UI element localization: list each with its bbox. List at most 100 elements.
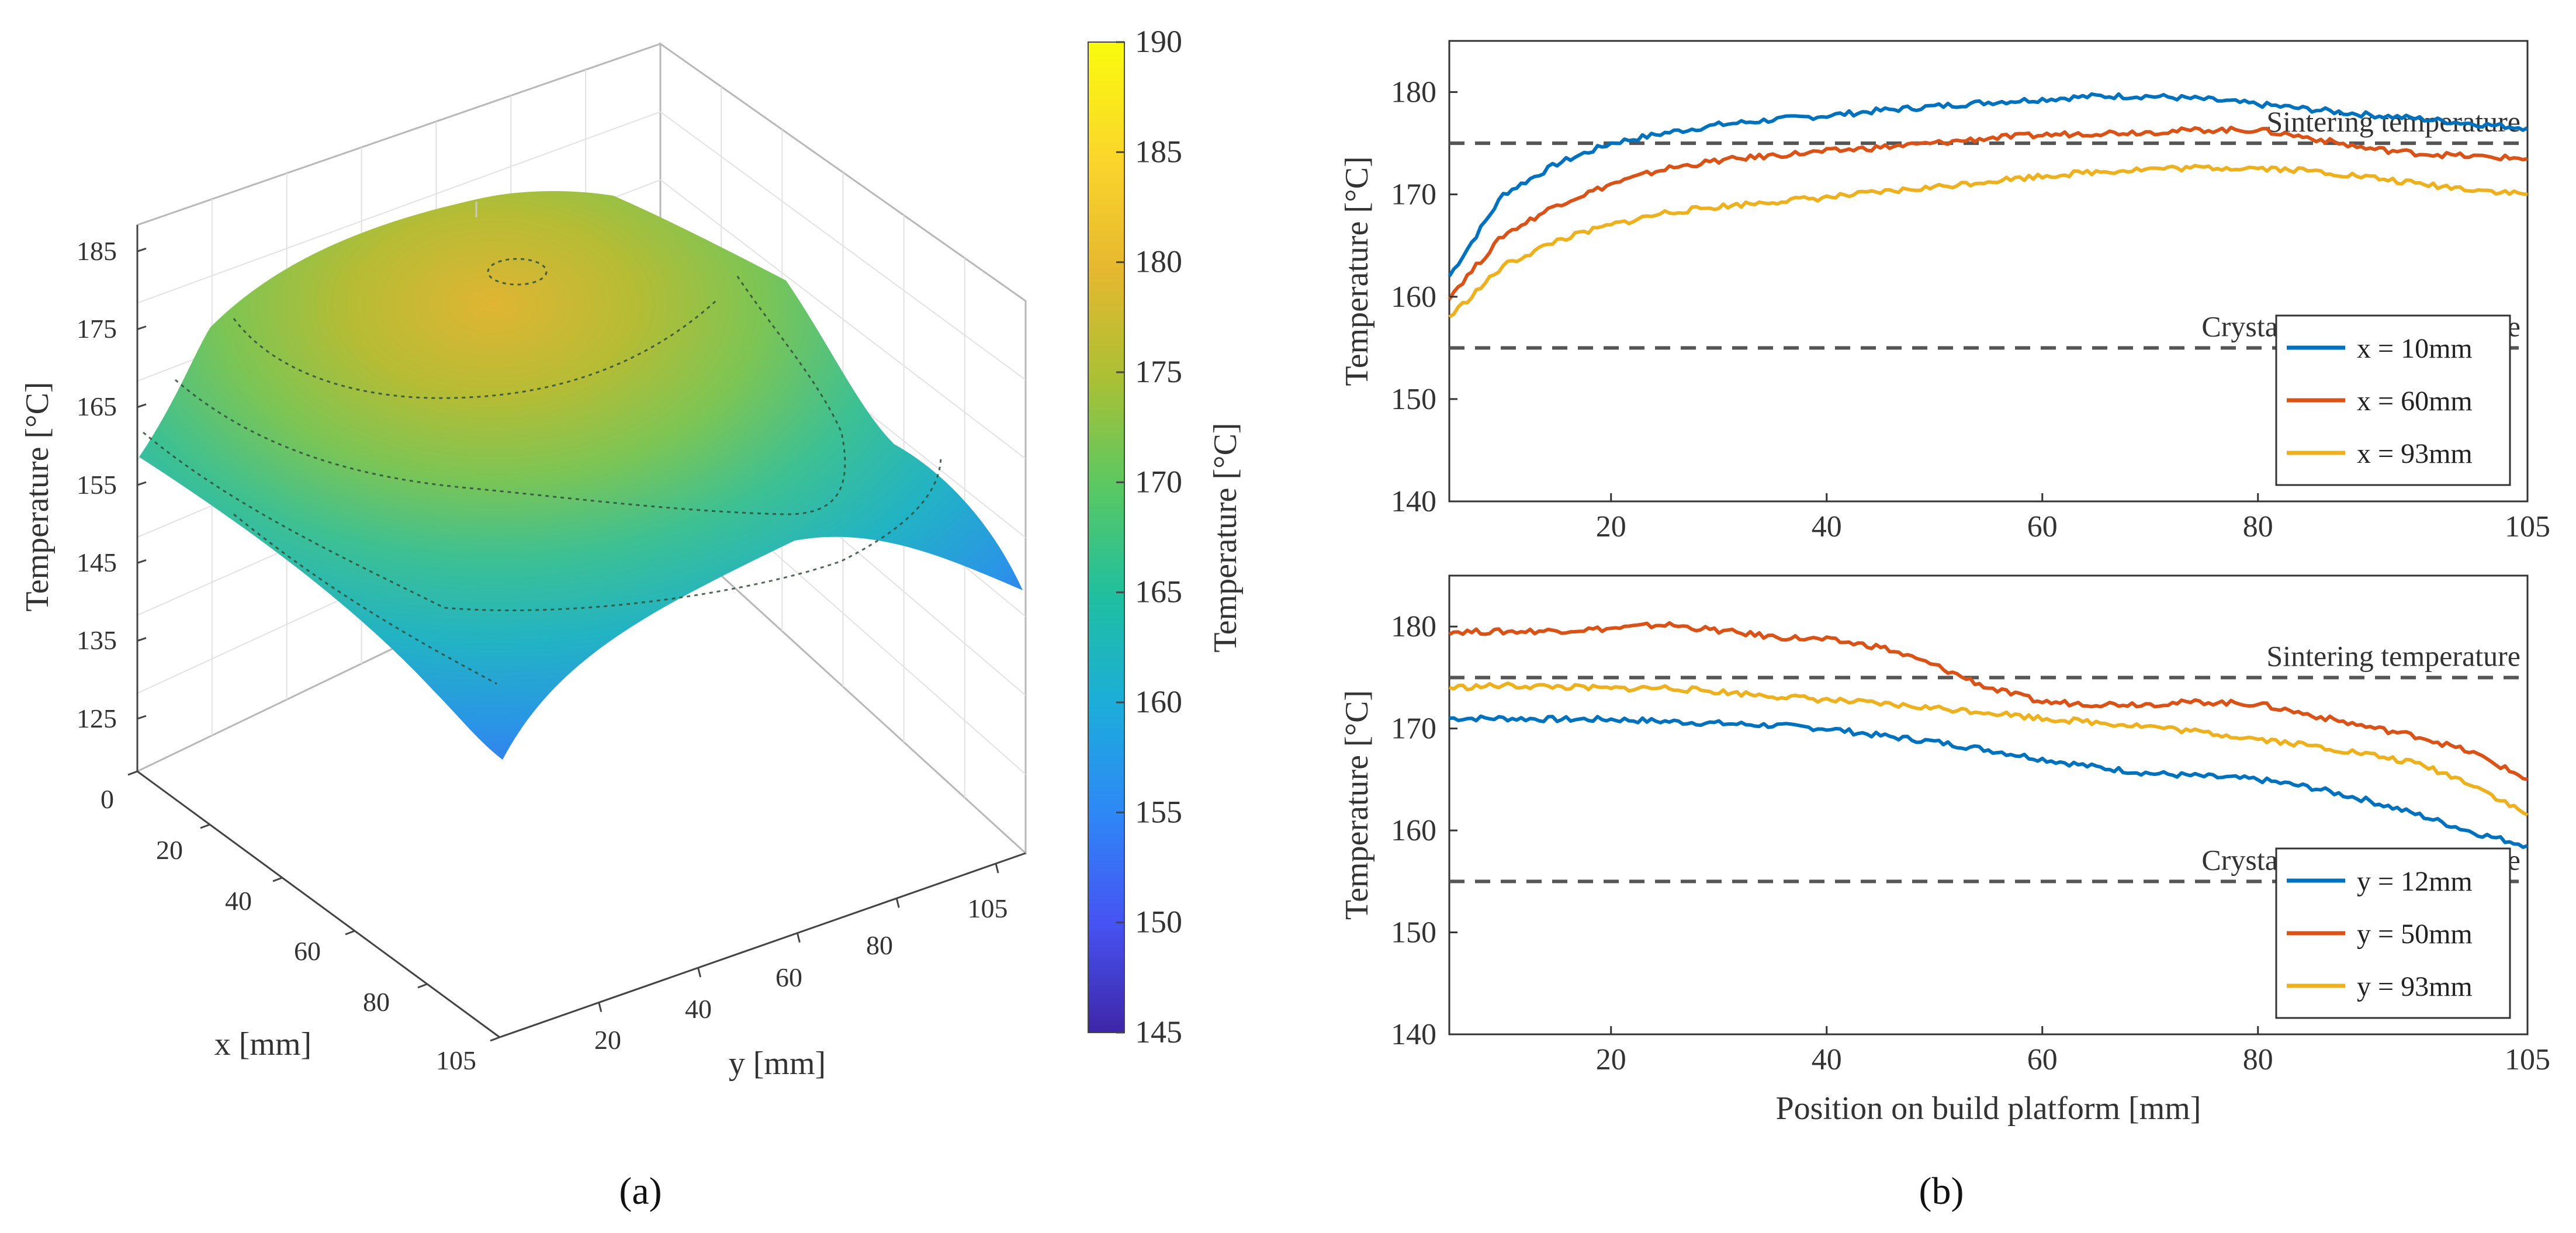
- y-tick-mark: [796, 933, 801, 943]
- x-axis-label: x [mm]: [214, 1026, 311, 1062]
- x-tick-label: 40: [1812, 1043, 1842, 1076]
- z-tick: 155: [77, 470, 117, 500]
- colorbar-tick-label: 165: [1135, 574, 1182, 609]
- legend-entry: y = 50mm: [2357, 919, 2473, 950]
- x-tick: 80: [363, 987, 390, 1017]
- z-tick: 145: [77, 548, 117, 577]
- colorbar-tick-label: 155: [1135, 794, 1182, 829]
- colorbar: 145 150 155 160 165 170 175 180 185 190 Temperatu…: [1088, 24, 1244, 1050]
- z-tick: 165: [77, 392, 117, 421]
- x-tick-mark: [490, 1036, 500, 1042]
- y-axis-label: Temperature [°C]: [1339, 156, 1375, 386]
- x-tick-mark: [272, 877, 283, 882]
- colorbar-tick-label: 150: [1135, 905, 1182, 940]
- y-tick-label: 160: [1391, 814, 1436, 847]
- x-tick-label: 20: [1596, 510, 1626, 543]
- series-line: [1449, 681, 2529, 817]
- x-tick-mark: [200, 823, 210, 829]
- caption-a: (a): [619, 1170, 662, 1213]
- x-tick-label: 80: [2243, 1043, 2273, 1076]
- series-line: [1448, 126, 2528, 301]
- legend-entry: y = 12mm: [2357, 866, 2473, 897]
- y-tick-label: 170: [1391, 178, 1436, 212]
- z-tick-mark: [137, 481, 147, 486]
- x-tick-label: 20: [1596, 1043, 1626, 1076]
- 3d-tick-marks: [127, 247, 999, 1042]
- colorbar-tick-label: 190: [1135, 24, 1182, 59]
- z-tick-mark: [137, 559, 147, 564]
- z-tick: 185: [77, 236, 117, 266]
- x-tick-mark: [417, 983, 428, 989]
- y-tick-label: 180: [1391, 76, 1436, 109]
- grid-line: [137, 111, 661, 304]
- contour-lines: [143, 258, 942, 685]
- y-tick-mark: [697, 967, 702, 978]
- y-tick-label: 160: [1391, 280, 1436, 314]
- x-tick: 60: [294, 936, 321, 966]
- z-tick-mark: [137, 247, 147, 252]
- series-line: [1448, 164, 2528, 319]
- series-line: [1449, 714, 2528, 849]
- z-tick-mark: [137, 715, 147, 720]
- z-tick: 175: [77, 314, 117, 344]
- z-tick: 125: [77, 704, 117, 733]
- x-tick-label: 105: [2505, 510, 2550, 543]
- series-line: [1448, 92, 2529, 278]
- x-tick: 0: [101, 784, 114, 814]
- colorbar-tick-label: 170: [1135, 464, 1182, 499]
- colorbar-tick-label: 145: [1135, 1014, 1182, 1050]
- y-tick: 20: [594, 1025, 621, 1055]
- x-tick-label: 60: [2027, 510, 2058, 543]
- z-axis-ticks: 185 175 165 155 145 135 125: [77, 236, 117, 733]
- x-tick: 20: [156, 835, 183, 865]
- y-tick-label: 150: [1391, 383, 1436, 416]
- x-tick: 40: [225, 886, 252, 916]
- y-tick-label: 140: [1391, 485, 1436, 518]
- y-tick-label: 140: [1391, 1018, 1436, 1051]
- colorbar-tick-label: 160: [1135, 684, 1182, 719]
- legend-entry: x = 10mm: [2357, 333, 2473, 364]
- y-axis-label: y [mm]: [729, 1045, 826, 1082]
- y-axis-label: Temperature [°C]: [1339, 690, 1375, 920]
- temperature-surface: [139, 191, 1023, 760]
- z-tick-mark: [137, 403, 147, 408]
- y-tick-mark: [995, 863, 999, 874]
- z-axis-label: Temperature [°C]: [19, 382, 56, 611]
- 3d-front-axes: [136, 225, 1026, 1038]
- y-tick: 105: [968, 893, 1008, 923]
- legend-entry: y = 93mm: [2357, 971, 2473, 1002]
- y-tick: 80: [866, 930, 893, 960]
- x-tick-mark: [345, 930, 355, 936]
- y-tick-label: 180: [1391, 610, 1436, 643]
- colorbar-ticks: 145 150 155 160 165 170 175 180 185 190: [1116, 24, 1182, 1050]
- colorbar-label: Temperature [°C]: [1207, 422, 1244, 652]
- caption-b: (b): [1919, 1170, 1964, 1213]
- x-axis-label: Position on build platform [mm]: [1776, 1090, 2201, 1127]
- x-tick-mark: [127, 770, 138, 776]
- series-line: [1448, 621, 2528, 781]
- y-tick-mark: [895, 898, 900, 908]
- x-tick-label: 105: [2505, 1043, 2550, 1076]
- reference-line-label: Sintering temperature: [2266, 639, 2520, 672]
- legend: x = 10mm x = 60mm x = 93mm: [2275, 314, 2511, 486]
- y-tick: 40: [685, 994, 712, 1024]
- panel-a-surface-plot: 185 175 165 155 145 135 125 Temperature …: [19, 42, 1027, 1082]
- legend-entry: x = 60mm: [2357, 386, 2473, 417]
- colorbar-tick-label: 175: [1135, 354, 1182, 389]
- colorbar-gradient: [1088, 41, 1125, 1033]
- x-tick: 105: [436, 1045, 476, 1075]
- x-tick-label: 80: [2243, 510, 2273, 543]
- x-tick-label: 40: [1812, 510, 1842, 543]
- panel-b-bottom-line-chart: Sintering temperatureCrystallization tem…: [1339, 574, 2550, 1127]
- z-tick: 135: [77, 625, 117, 655]
- plot-frame: [1448, 40, 2529, 503]
- z-tick-mark: [137, 325, 147, 330]
- panel-b-top-line-chart: Sintering temperatureCrystallization tem…: [1339, 40, 2550, 543]
- colorbar-tick-label: 185: [1135, 134, 1182, 169]
- y-tick-mark: [598, 1002, 603, 1012]
- z-tick-mark: [137, 637, 147, 642]
- legend: y = 12mm y = 50mm y = 93mm: [2275, 847, 2511, 1019]
- x-axis-ticks: 0 20 40 60 80 105: [101, 784, 476, 1075]
- y-tick: 60: [775, 962, 802, 992]
